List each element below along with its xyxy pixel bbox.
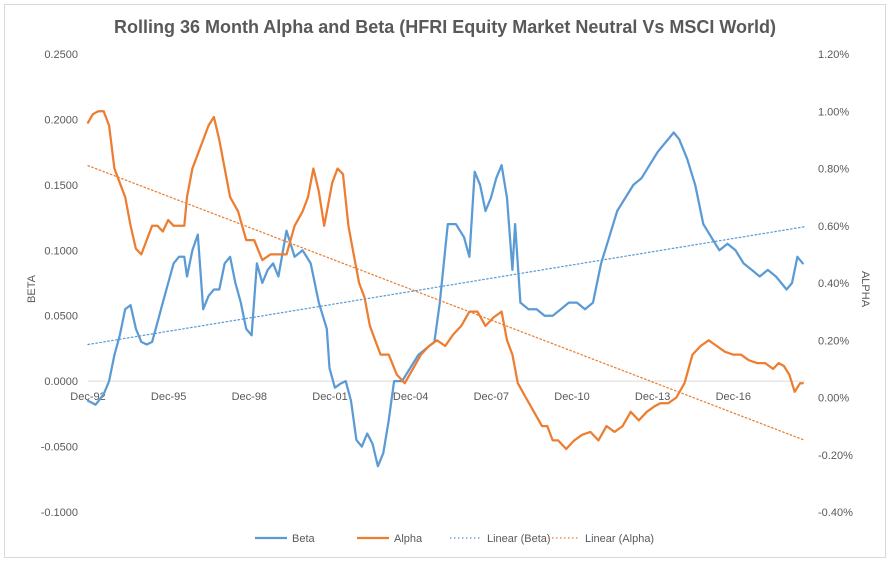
legend: Beta Alpha Linear (Beta) Linear (Alpha)	[255, 533, 654, 545]
alpha-series-line	[86, 110, 804, 451]
y-right-tick-label: 0.20%	[818, 335, 849, 347]
x-tick-label: Dec-98	[232, 391, 267, 403]
y-axis-left-title: BETA	[26, 274, 38, 303]
y-left-tick-label: 0.1000	[44, 245, 78, 257]
y-right-tick-label: 1.20%	[818, 49, 849, 61]
legend-linear-beta-label: Linear (Beta)	[487, 533, 551, 545]
x-tick-label: Dec-10	[554, 391, 589, 403]
y-left-tick-label: -0.1000	[41, 507, 78, 519]
y-left-tick-label: 0.2500	[44, 49, 78, 61]
alpha-trendline	[87, 164, 806, 442]
y-right-tick-label: 0.80%	[818, 164, 849, 176]
beta-trendline	[87, 226, 806, 346]
y-right-tick-label: 0.00%	[818, 393, 849, 405]
x-axis: Dec-92 Dec-95 Dec-98 Dec-01 Dec-04 Dec-07 Dec-…	[70, 391, 751, 403]
legend-beta-label: Beta	[292, 533, 316, 545]
x-tick-label: Dec-92	[70, 391, 105, 403]
y-left-tick-label: 0.0500	[44, 311, 78, 323]
legend-beta: Beta	[255, 533, 316, 545]
x-tick-label: Dec-07	[474, 391, 509, 403]
x-tick-label: Dec-16	[716, 391, 751, 403]
x-tick-label: Dec-13	[635, 391, 670, 403]
legend-linear-beta: Linear (Beta)	[450, 533, 551, 545]
y-right-tick-label: -0.40%	[818, 507, 853, 519]
chart-frame	[4, 4, 886, 558]
legend-linear-alpha-label: Linear (Alpha)	[585, 533, 654, 545]
plot-area	[86, 110, 806, 468]
y-right-tick-label: -0.20%	[818, 450, 853, 462]
y-left-tick-label: 0.2000	[44, 114, 78, 126]
legend-linear-alpha: Linear (Alpha)	[548, 533, 654, 545]
y-axis-right: -0.40% -0.20% 0.00% 0.20% 0.40% 0.60% 0.80% 1.0…	[818, 49, 853, 519]
y-axis-left: -0.1000 -0.0500 0.0000 0.0500 0.1000 0.1500 0.…	[41, 49, 78, 519]
y-left-tick-label: -0.0500	[41, 442, 78, 454]
legend-alpha: Alpha	[357, 533, 423, 545]
y-right-tick-label: 0.40%	[818, 278, 849, 290]
y-right-tick-label: 0.60%	[818, 221, 849, 233]
beta-series-line	[86, 131, 804, 468]
y-axis-right-title: ALPHA	[859, 271, 871, 308]
x-tick-label: Dec-01	[312, 391, 347, 403]
chart-title: Rolling 36 Month Alpha and Beta (HFRI Eq…	[114, 17, 776, 37]
y-right-tick-label: 1.00%	[818, 106, 849, 118]
y-left-tick-label: 0.0000	[44, 376, 78, 388]
x-tick-label: Dec-95	[151, 391, 186, 403]
y-left-tick-label: 0.1500	[44, 180, 78, 192]
legend-alpha-label: Alpha	[394, 533, 423, 545]
x-tick-label: Dec-04	[393, 391, 428, 403]
